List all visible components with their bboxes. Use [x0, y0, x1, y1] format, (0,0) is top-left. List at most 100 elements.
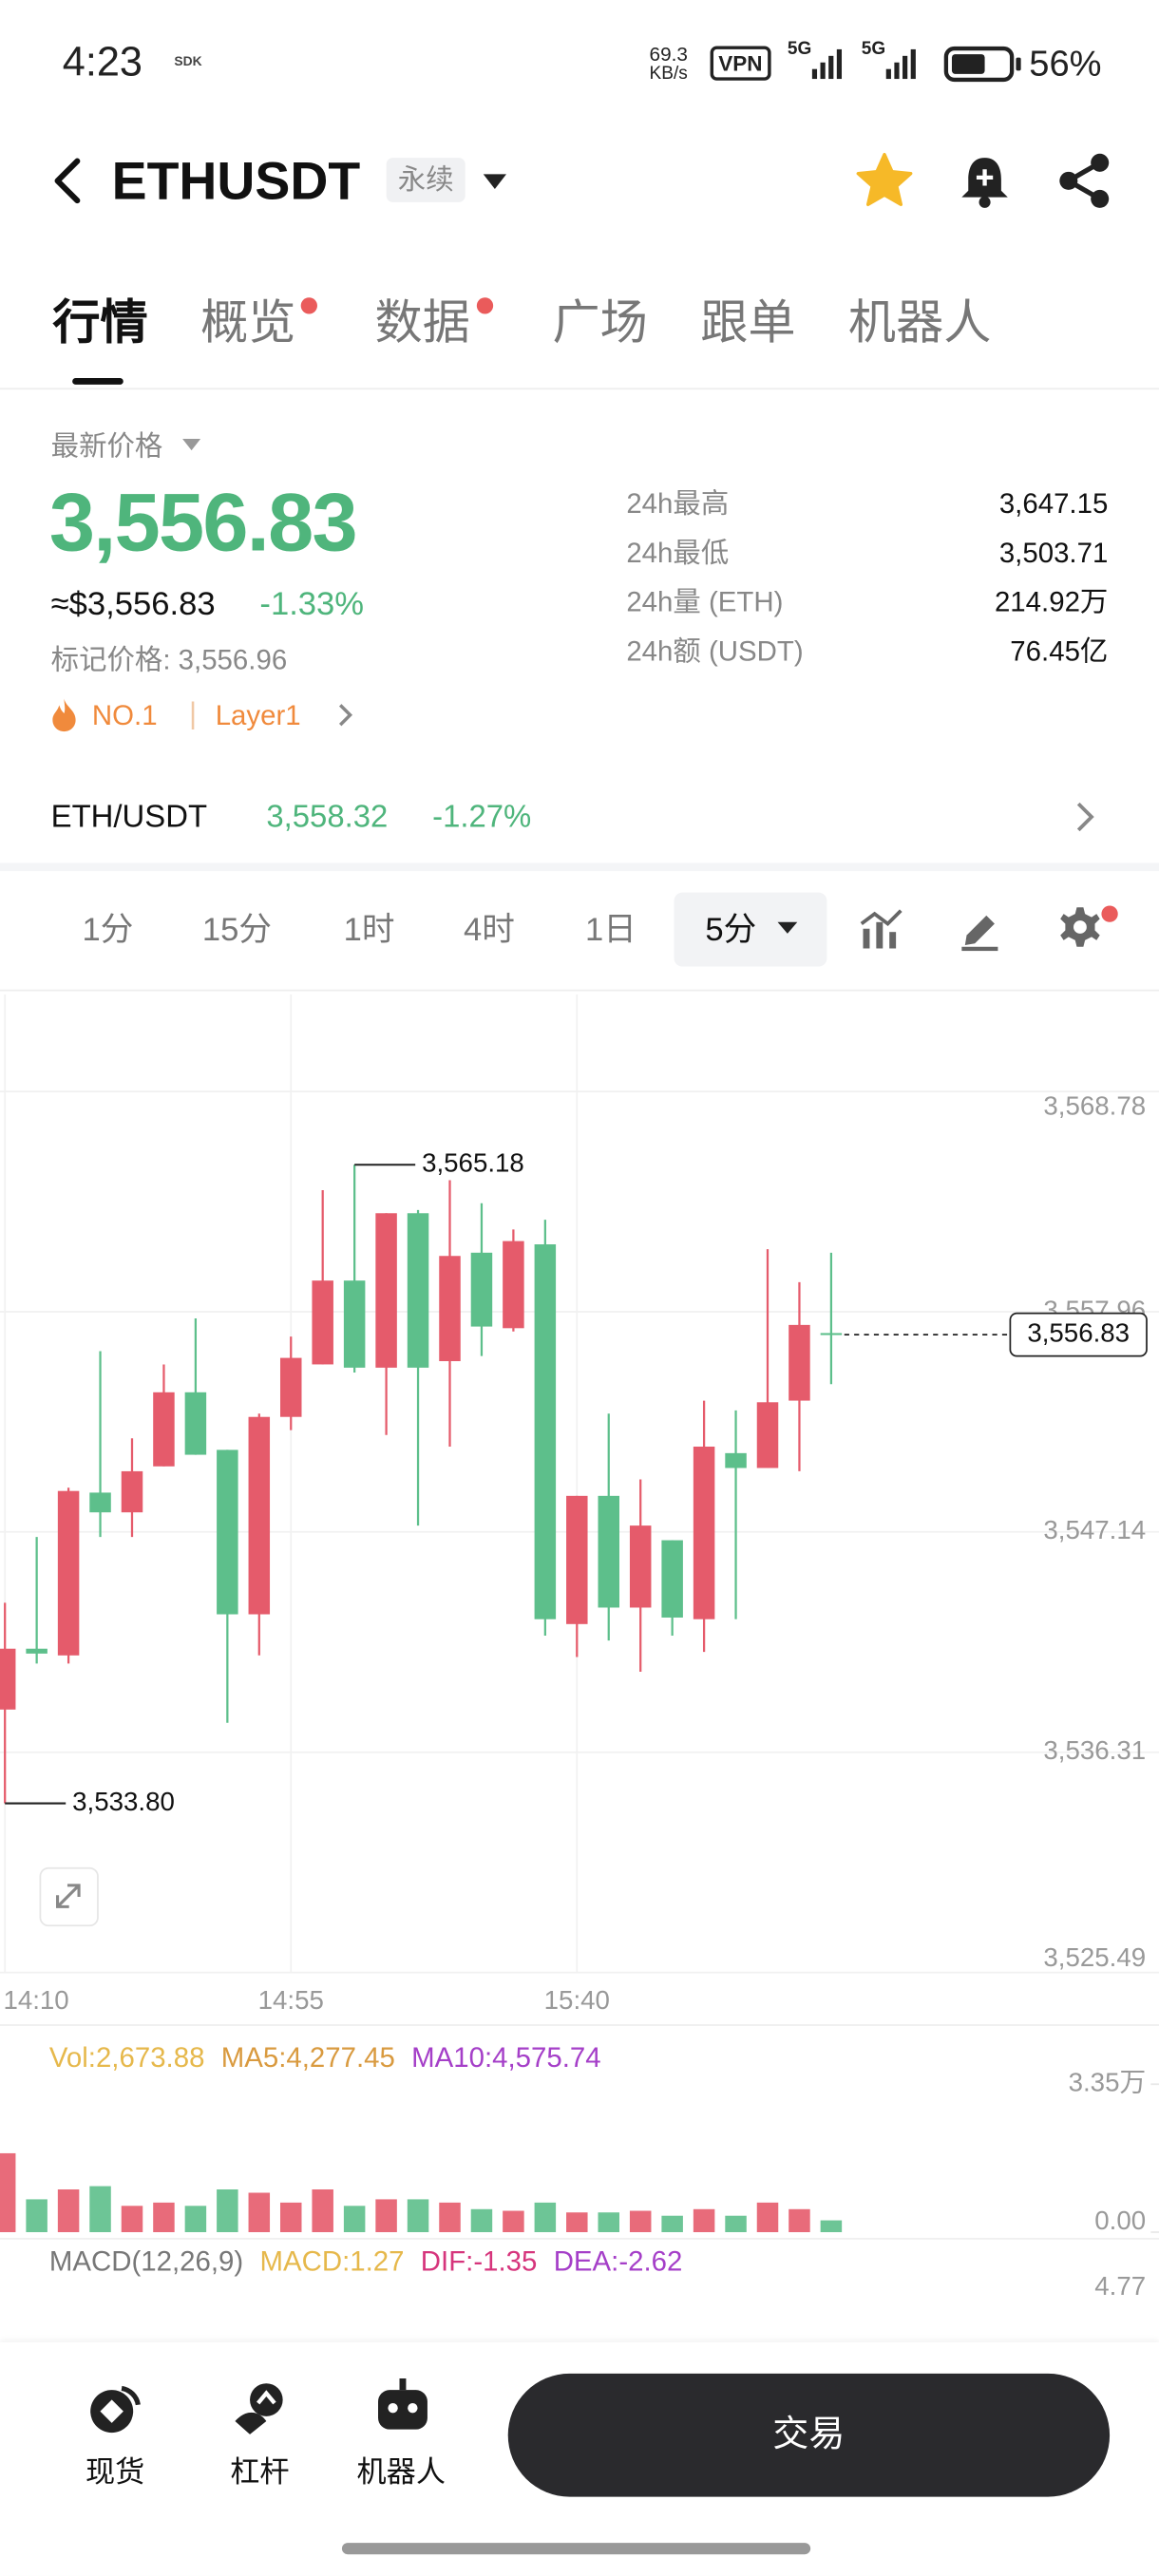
section-divider	[0, 862, 1159, 872]
volume-bar	[407, 2199, 429, 2233]
sector-tag[interactable]: Layer1	[215, 700, 301, 732]
volume-bar	[184, 2206, 207, 2233]
candle-body	[89, 1492, 111, 1513]
volume-bar	[121, 2206, 143, 2233]
tab-decor	[0, 297, 1159, 390]
volume-bar	[343, 2206, 366, 2233]
stat-value: 76.45亿	[1010, 635, 1109, 668]
flame-icon	[52, 698, 76, 732]
volume-bar	[375, 2199, 397, 2233]
interval[interactable]: 1日	[585, 912, 636, 949]
tab[interactable]: 行情	[52, 297, 148, 350]
battery-level: 56%	[1029, 42, 1102, 85]
spot-pair[interactable]: ETH/USDT	[50, 800, 208, 836]
time: 4:23	[62, 39, 142, 85]
legend-entry: Vol:2,673.88	[49, 2042, 205, 2074]
symbol-dropdown[interactable]	[480, 171, 509, 194]
legend-entry: MA5:4,277.45	[221, 2042, 395, 2074]
nav-label[interactable]: 机器人	[356, 2455, 446, 2489]
tab[interactable]: 机器人	[847, 297, 992, 350]
annotation-label: 3,533.80	[72, 1787, 175, 1816]
favorite-star[interactable]	[855, 151, 914, 210]
spot-icon	[90, 2385, 141, 2434]
x-tick-label: 14:10	[3, 1985, 68, 2015]
candle-body	[184, 1392, 207, 1455]
interval-selected-bg[interactable]	[674, 892, 827, 967]
candle-body	[121, 1470, 143, 1513]
volume-bar	[503, 2210, 524, 2233]
volume-bar	[693, 2208, 715, 2233]
y-tick-label: 3,525.49	[1043, 1942, 1146, 1972]
interval[interactable]: 1分	[82, 912, 134, 949]
share-button[interactable]	[1055, 151, 1114, 210]
price-label: 最新价格	[50, 430, 163, 463]
symbol[interactable]: ETHUSDT	[111, 151, 361, 211]
draw-button[interactable]	[957, 906, 1002, 952]
spot-price: 3,558.32	[266, 800, 389, 836]
interval[interactable]: 1时	[343, 912, 395, 949]
interval-selected[interactable]: 5分	[705, 912, 757, 949]
legend-entry: MACD:1.27	[260, 2246, 405, 2278]
candle-body	[661, 1540, 683, 1618]
settings-button[interactable]	[1054, 900, 1123, 953]
annotation-label: 3,565.18	[422, 1148, 524, 1178]
candle-body	[693, 1446, 715, 1619]
spot-chevron[interactable]	[1072, 799, 1098, 835]
candle-body	[725, 1452, 747, 1468]
volume-bar	[820, 2220, 843, 2233]
interval[interactable]: 4时	[463, 912, 515, 949]
candle-body	[756, 1402, 779, 1468]
expand-icon	[56, 1884, 81, 1908]
candle-body	[26, 1648, 48, 1654]
candle-body	[57, 1490, 80, 1656]
nav-label[interactable]: 现货	[85, 2455, 145, 2489]
tab[interactable]: 跟单	[700, 297, 796, 350]
candle-body	[820, 1333, 843, 1335]
stat-value: 3,503.71	[998, 537, 1109, 569]
x-tick-label: 14:55	[258, 1985, 324, 2015]
stat-label: 24h最低	[626, 537, 730, 569]
back-button[interactable]	[46, 155, 88, 207]
volume-bar	[756, 2202, 779, 2233]
tag-divider: |	[189, 696, 198, 730]
volume-bar	[566, 2212, 588, 2233]
candle-body	[470, 1252, 493, 1327]
candle-body	[439, 1256, 461, 1362]
candle-body	[534, 1244, 557, 1619]
interval[interactable]: 15分	[201, 912, 272, 949]
trade-button[interactable]	[507, 2373, 1111, 2497]
candle-body	[248, 1416, 271, 1615]
candle-body	[279, 1357, 302, 1417]
y-tick-label: 3.35万	[1069, 2068, 1147, 2097]
net-speed-unit: KB/s	[649, 64, 688, 85]
rank-tag[interactable]: NO.1	[91, 700, 158, 732]
volume-bar	[661, 2215, 683, 2233]
nav-label[interactable]: 杠杆	[230, 2455, 290, 2489]
tab[interactable]: 数据	[374, 297, 470, 350]
volume-bar	[598, 2212, 619, 2233]
y-tick-label: 3,568.78	[1043, 1091, 1146, 1121]
trade-button-label[interactable]: 交易	[772, 2413, 846, 2454]
interval-caret	[777, 921, 798, 934]
volume-bar	[0, 2152, 16, 2233]
candle-body	[0, 1648, 16, 1710]
signal-icons	[811, 48, 916, 80]
y-tick-label: 3,536.31	[1043, 1735, 1146, 1765]
alert-bell[interactable]	[957, 151, 1013, 210]
candle-body	[312, 1280, 333, 1365]
candle-body	[153, 1392, 175, 1467]
price-label-caret	[182, 439, 201, 451]
volume-bar	[725, 2215, 747, 2233]
volume-bar	[788, 2208, 810, 2233]
y-tick-label: 0.00	[1094, 2206, 1146, 2235]
volume-bar	[470, 2208, 493, 2233]
indicator-button[interactable]	[858, 906, 903, 952]
candle-body	[375, 1213, 397, 1368]
tab[interactable]: 概览	[200, 297, 296, 350]
volume-bar	[89, 2186, 111, 2233]
candle-body	[217, 1449, 238, 1615]
mark-price: 标记价格: 3,556.96	[50, 644, 288, 676]
tab[interactable]: 广场	[552, 297, 648, 350]
